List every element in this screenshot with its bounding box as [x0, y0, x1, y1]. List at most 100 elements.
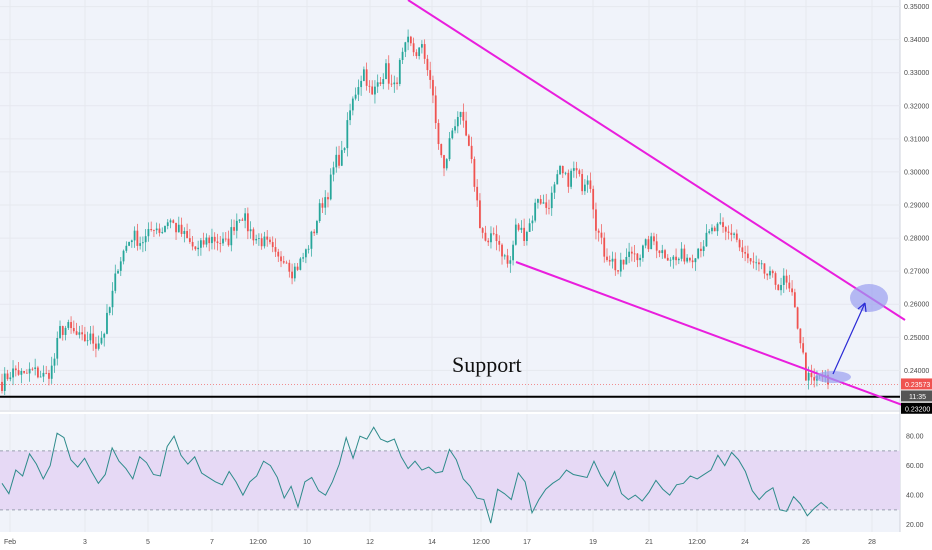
candle-body: [338, 154, 340, 166]
candle-body: [177, 224, 180, 233]
candle-body: [636, 253, 639, 261]
candle-body: [401, 51, 404, 61]
price-tick-label: 0.30000: [904, 169, 929, 176]
candle-body: [119, 261, 122, 271]
target-ellipse[interactable]: [850, 284, 888, 312]
rsi-line: [1, 426, 829, 524]
candle-body: [72, 328, 75, 332]
candle-body: [763, 263, 766, 274]
candle-body: [155, 228, 158, 231]
candle-body: [545, 202, 548, 208]
support-label[interactable]: Support: [452, 352, 522, 377]
candle-body: [302, 257, 305, 259]
candle-body: [224, 238, 227, 240]
candle-body: [197, 247, 200, 250]
candle-body: [321, 203, 324, 208]
candle-body: [691, 260, 694, 263]
candlestick-series: [1, 29, 829, 396]
candle-body: [506, 255, 509, 264]
time-tick-label: 12:00: [688, 539, 706, 546]
time-tick-label: 12: [366, 539, 374, 546]
candle-body: [448, 138, 451, 160]
candle-body: [492, 233, 495, 235]
candle-body: [415, 52, 418, 57]
candle-body: [760, 263, 763, 265]
candle-body: [360, 80, 363, 88]
candle-body: [219, 243, 222, 244]
candle-body: [246, 213, 249, 232]
candle-body: [509, 260, 512, 264]
drawings-layer[interactable]: [0, 0, 906, 407]
candle-body: [86, 340, 89, 342]
candle-body: [630, 251, 633, 254]
candle-body: [230, 227, 233, 246]
candle-body: [343, 148, 346, 151]
candle-body: [445, 159, 448, 169]
candle-body: [451, 130, 454, 139]
rsi-axis[interactable]: 80.00 60.00 40.00 20.00: [906, 434, 924, 530]
candle-body: [462, 111, 465, 121]
candle-body: [271, 242, 274, 248]
price-tick-label: 0.29000: [904, 203, 929, 210]
candle-body: [813, 377, 816, 381]
time-tick-label: 17: [523, 539, 531, 546]
candle-body: [785, 275, 788, 283]
candle-body: [130, 240, 133, 243]
candle-body: [12, 368, 14, 378]
candle-body: [92, 333, 95, 344]
candle-body: [216, 241, 219, 244]
candle-body: [291, 271, 293, 279]
candle-body: [537, 199, 539, 203]
candle-body: [396, 82, 398, 84]
time-axis[interactable]: Feb 3 5 7 12:00 10 12 14 12:00 17 19 21 12:00 24 26 28: [4, 539, 876, 546]
candle-body: [249, 229, 252, 232]
candle-body: [658, 250, 661, 254]
breakout-arrow-shaft[interactable]: [832, 302, 866, 375]
candle-body: [125, 245, 128, 251]
candle-body: [233, 227, 235, 231]
candle-body: [299, 258, 302, 270]
price-axis[interactable]: 0.35000 0.34000 0.33000 0.32000 0.31000 0.300…: [904, 4, 929, 375]
candle-body: [686, 257, 689, 262]
candle-body: [769, 270, 771, 276]
candle-body: [677, 258, 680, 261]
candle-body: [727, 231, 730, 233]
candle-body: [611, 258, 614, 262]
candle-body: [34, 367, 37, 369]
candle-body: [592, 188, 595, 210]
candle-body: [379, 82, 382, 84]
candle-body: [553, 184, 556, 193]
candle-body: [564, 172, 567, 174]
candle-body: [368, 85, 371, 87]
candle-body: [758, 262, 760, 265]
current-price-tag: [901, 378, 932, 390]
candle-body: [296, 266, 299, 270]
candle-body: [583, 184, 586, 192]
candle-body: [702, 246, 705, 252]
candle-body: [412, 43, 415, 53]
candle-body: [752, 261, 755, 263]
time-tick-label: 10: [303, 539, 311, 546]
price-tick-label: 0.32000: [904, 103, 929, 110]
candle-body: [572, 168, 575, 171]
candle-body: [517, 224, 520, 230]
candle-body: [6, 373, 9, 380]
candle-body: [608, 260, 611, 262]
candle-body: [64, 327, 67, 335]
candle-body: [194, 246, 197, 250]
upper-channel-trendline[interactable]: [407, 0, 906, 321]
candle-body: [716, 223, 719, 232]
candle-body: [376, 82, 379, 87]
candle-body: [700, 248, 702, 252]
price-tags: 0.23573 11:35 0.23200: [901, 378, 932, 414]
candle-body: [114, 273, 117, 291]
candle-body: [313, 231, 316, 234]
price-tick-label: 0.27000: [904, 269, 929, 276]
candle-body: [269, 239, 271, 243]
candle-body: [490, 233, 492, 243]
candle-body: [407, 36, 409, 43]
candle-body: [534, 202, 537, 221]
support-touch-ellipse[interactable]: [815, 371, 851, 383]
candle-body: [432, 79, 434, 96]
